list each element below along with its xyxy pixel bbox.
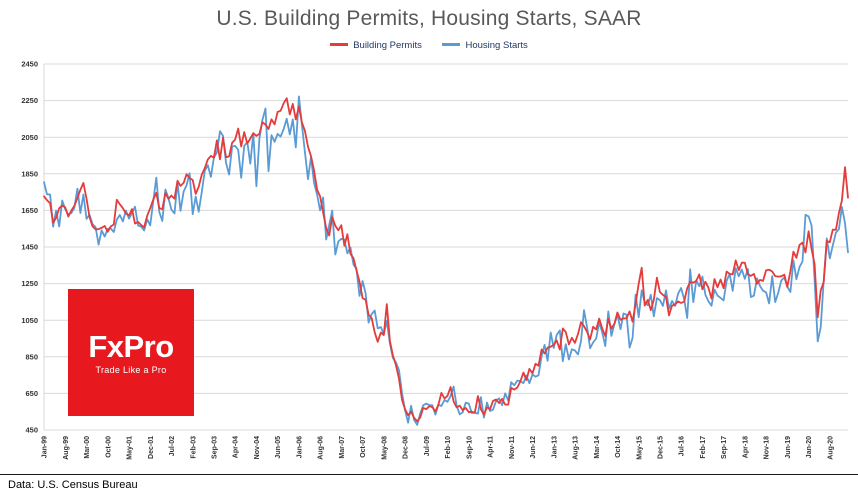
svg-text:Jun-19: Jun-19 — [785, 436, 792, 459]
line-chart: 450 650 850 1050 1250 1450 1650 1850 2050 2250 245… — [21, 60, 849, 460]
svg-text:Aug-13: Aug-13 — [573, 436, 580, 460]
svg-text:Jan-06: Jan-06 — [296, 436, 303, 458]
svg-text:Apr-18: Apr-18 — [742, 436, 749, 458]
legend-label-housing-starts: Housing Starts — [465, 40, 528, 51]
svg-text:Jul-09: Jul-09 — [424, 436, 431, 456]
svg-text:2450: 2450 — [21, 60, 38, 69]
fxpro-logo: FxPro Trade Like a Pro — [68, 289, 194, 416]
svg-text:1850: 1850 — [21, 169, 38, 178]
svg-text:Dec-15: Dec-15 — [657, 436, 664, 459]
svg-text:Apr-11: Apr-11 — [488, 436, 495, 458]
svg-text:Jul-02: Jul-02 — [169, 436, 176, 456]
svg-text:Nov-04: Nov-04 — [254, 436, 261, 459]
svg-text:Aug-06: Aug-06 — [318, 436, 325, 460]
svg-text:1050: 1050 — [21, 316, 38, 325]
svg-text:Jan-20: Jan-20 — [806, 436, 813, 458]
source-text: Data: U.S. Census Bureau — [8, 479, 138, 491]
svg-text:1450: 1450 — [21, 243, 38, 252]
svg-text:Jan-13: Jan-13 — [551, 436, 558, 458]
svg-text:Mar-14: Mar-14 — [594, 436, 601, 459]
fxpro-logo-tagline: Trade Like a Pro — [95, 364, 167, 375]
svg-text:1250: 1250 — [21, 279, 38, 288]
svg-text:Dec-01: Dec-01 — [148, 436, 155, 459]
svg-text:Nov-11: Nov-11 — [509, 436, 516, 459]
building-permits-swatch — [330, 42, 349, 46]
svg-text:Aug-20: Aug-20 — [827, 436, 834, 460]
svg-text:Jan-99: Jan-99 — [42, 436, 49, 458]
svg-text:May-08: May-08 — [381, 436, 388, 460]
svg-text:Feb-10: Feb-10 — [445, 436, 452, 459]
svg-text:Sep-17: Sep-17 — [721, 436, 728, 459]
fxpro-logo-text: FxPro — [88, 328, 174, 364]
svg-text:850: 850 — [25, 352, 38, 361]
svg-text:1650: 1650 — [21, 206, 38, 215]
svg-text:Dec-08: Dec-08 — [403, 436, 410, 459]
svg-text:Sep-03: Sep-03 — [212, 436, 219, 459]
svg-text:Nov-18: Nov-18 — [764, 436, 771, 459]
svg-text:450: 450 — [25, 426, 38, 435]
svg-text:Jun-05: Jun-05 — [275, 436, 282, 459]
svg-text:Oct-14: Oct-14 — [615, 436, 622, 458]
legend-item-housing-starts: Housing Starts — [442, 40, 528, 51]
svg-text:Mar-07: Mar-07 — [339, 436, 346, 459]
svg-text:Aug-99: Aug-99 — [63, 436, 70, 460]
svg-text:Oct-00: Oct-00 — [105, 436, 112, 458]
svg-text:May-01: May-01 — [127, 436, 134, 460]
source-note: Data: U.S. Census Bureau — [0, 474, 858, 491]
svg-text:Apr-04: Apr-04 — [233, 436, 240, 458]
svg-text:Feb-17: Feb-17 — [700, 436, 707, 459]
svg-text:2250: 2250 — [21, 96, 38, 105]
svg-text:May-15: May-15 — [636, 436, 643, 460]
svg-text:Jul-16: Jul-16 — [679, 436, 686, 456]
svg-text:650: 650 — [25, 389, 38, 398]
svg-text:Jun-12: Jun-12 — [530, 436, 537, 459]
housing-starts-swatch — [442, 42, 461, 46]
legend-label-building-permits: Building Permits — [353, 40, 422, 51]
chart-legend: Building Permits Housing Starts — [0, 40, 858, 51]
svg-text:2050: 2050 — [21, 133, 38, 142]
svg-text:Oct-07: Oct-07 — [360, 436, 367, 458]
svg-text:Feb-03: Feb-03 — [190, 436, 197, 459]
svg-text:Sep-10: Sep-10 — [466, 436, 473, 459]
svg-text:Mar-00: Mar-00 — [84, 436, 91, 459]
chart-title: U.S. Building Permits, Housing Starts, S… — [216, 7, 642, 30]
legend-item-building-permits: Building Permits — [330, 40, 422, 51]
